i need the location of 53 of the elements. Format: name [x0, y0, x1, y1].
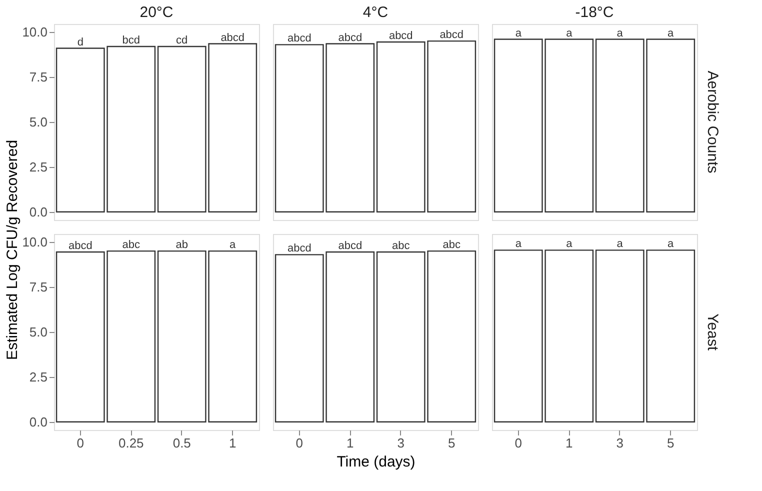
x-tick-label: 5	[448, 436, 456, 450]
data-label: bcd	[122, 34, 140, 46]
x-axis-title: Time (days)	[336, 454, 416, 470]
data-label: abcd	[338, 32, 362, 44]
data-label: abcd	[388, 30, 413, 42]
y-tick-label: 0.0	[29, 414, 48, 430]
data-label: a	[668, 27, 675, 40]
data-label: abc	[122, 239, 140, 252]
x-tick-label: 3	[397, 436, 404, 450]
y-tick-label: 10.0	[22, 234, 48, 250]
data-label: ab	[176, 239, 188, 252]
data-label: a	[566, 27, 574, 40]
data-label: abc	[442, 239, 461, 252]
y-tick-label: 2.5	[29, 369, 48, 384]
data-label: a	[616, 27, 624, 40]
chart-title: -18°C	[575, 4, 614, 21]
data-label: a	[515, 27, 522, 40]
data-label: abcd	[68, 240, 92, 252]
y-axis-title: Estimated Log CFU/g Recovered	[4, 140, 21, 360]
x-tick-label: 0	[296, 436, 304, 450]
data-label: abcd	[287, 242, 312, 255]
y2-axis-title: Aerobic Counts	[704, 70, 721, 174]
chart-title: 4°C	[362, 4, 388, 21]
y-tick-label: 10.0	[22, 24, 48, 40]
data-label: d	[77, 36, 84, 48]
x-tick-label: 0	[514, 436, 522, 450]
x-tick-label: 5	[666, 436, 674, 450]
data-label: abc	[392, 240, 410, 252]
data-label: a	[616, 238, 624, 250]
x-tick-label: 1	[346, 436, 354, 450]
data-label: a	[668, 238, 675, 250]
y-tick-label: 5.0	[29, 324, 48, 340]
x-tick-label: 0.5	[172, 436, 191, 450]
x-tick-label: 1	[566, 436, 573, 450]
data-label: abcd	[220, 32, 245, 44]
data-label: a	[566, 238, 574, 250]
y-tick-label: 7.5	[29, 280, 48, 295]
data-label: cd	[176, 34, 188, 46]
y-tick-label: 5.0	[29, 114, 48, 130]
data-label: a	[230, 239, 237, 252]
data-label: abcd	[338, 240, 362, 252]
x-tick-label: 1	[228, 436, 236, 450]
y-tick-label: 2.5	[29, 159, 48, 174]
chart-title: 20°C	[140, 4, 174, 21]
data-label: abcd	[440, 29, 464, 42]
x-tick-label: 0.25	[118, 436, 144, 450]
data-label: abcd	[287, 32, 312, 45]
y2-axis-title: Yeast	[704, 314, 721, 352]
data-label: a	[515, 238, 522, 250]
y-tick-label: 7.5	[29, 70, 48, 85]
x-tick-label: 0	[76, 436, 84, 450]
x-tick-label: 3	[616, 436, 624, 450]
y-tick-label: 0.0	[29, 204, 48, 220]
